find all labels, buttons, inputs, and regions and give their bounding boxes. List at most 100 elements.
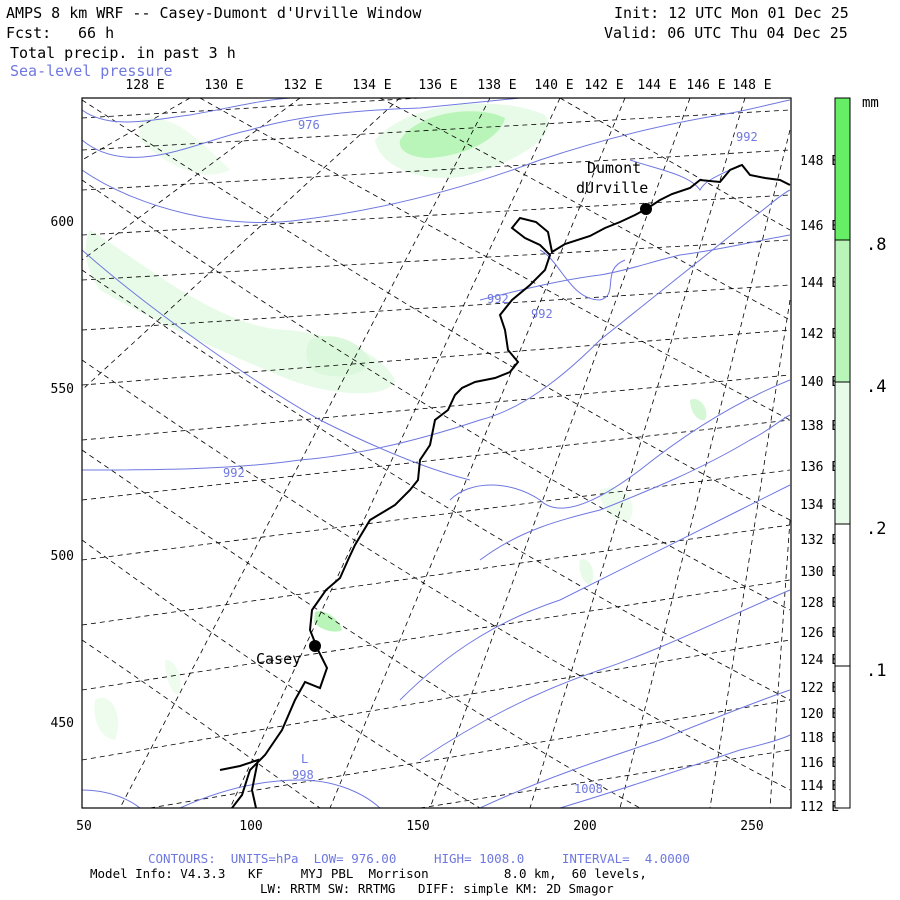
precip-shading [85,103,707,740]
coastline-path [231,163,791,808]
right-label-label: 124 E [800,653,839,668]
colorbar-unit: mm [862,95,879,111]
right-label-label: 120 E [800,707,839,722]
y-tick-label: 550 [51,382,74,397]
parallel-line [329,98,626,808]
parallel-line [82,98,301,261]
parallel-line [529,98,746,808]
top-label-label: 132 E [283,78,322,93]
parallel-line [82,98,191,161]
parallel-line [119,98,491,808]
colorbar-level: .8 [866,235,886,255]
isobar-line [559,734,791,808]
station-marker [640,203,652,215]
latitude-circle [82,639,321,808]
y-tick-label: 450 [51,716,74,731]
isobar-label: 998 [292,768,314,782]
latitude-circle [82,539,481,808]
colorbar-level: .4 [866,377,886,397]
isobar-line [479,234,791,301]
coastline-path [219,758,260,808]
right-label-label: 144 E [800,276,839,291]
top-label-label: 142 E [584,78,623,93]
init-time: Init: 12 UTC Mon 01 Dec 25 [614,4,849,22]
precip-area [165,659,181,695]
field-description: Total precip. in past 3 h [10,44,236,62]
isobar-label: 992 [223,466,245,480]
physics-info: LW: RRTM SW: RRTMG DIFF: simple KM: 2D S… [260,881,614,896]
precip-area [140,118,230,175]
right-label-label: 130 E [800,565,839,580]
meridian-line [82,524,791,626]
colorbar-segment [834,523,851,667]
x-tick-label: 100 [239,819,262,834]
meridian-line [82,149,791,191]
top-label-label: 146 E [686,78,725,93]
top-label-label: 128 E [125,78,164,93]
meridian-line [82,239,791,281]
station-label: Casey [256,650,301,668]
colorbar-level: .2 [866,519,886,539]
right-label-label: 136 E [800,460,839,475]
overlay-description: Sea-level pressure [10,62,173,80]
precip-area [94,697,119,740]
map-area: 976 992 992 992 992 998 1008 L Dumont dU… [82,98,791,808]
x-tick-label: 150 [406,819,429,834]
map-border [81,97,792,809]
isobar-line [449,379,791,509]
right-label-label: 142 E [800,327,839,342]
isobar-label: 992 [531,307,553,321]
meridian-line [82,579,791,691]
latitude-circle [82,179,791,611]
parallel-line [429,98,691,808]
right-label-label: 122 E [800,681,839,696]
isobar-line [479,689,791,808]
isobar-line [399,484,791,701]
latitude-circle [199,98,791,421]
meridian-line [82,374,791,441]
top-label-label: 130 E [204,78,243,93]
top-label-label: 136 E [418,78,457,93]
isobar-line [479,414,791,561]
isobar-line [82,789,141,808]
x-tick-label: 250 [740,819,763,834]
right-label-label: 126 E [800,626,839,641]
colorbar-segment [834,665,851,809]
right-label-label: 132 E [800,533,839,548]
latitude-circle [82,449,641,808]
colorbar: mm .1 .2 .4 .8 [834,95,886,809]
meridian-line [82,98,421,119]
top-label-label: 134 E [352,78,391,93]
latitude-circle [379,98,791,321]
top-label-label: 138 E [477,78,516,93]
precip-area [690,399,707,421]
contour-info: CONTOURS: UNITS=hPa LOW= 976.00 HIGH= 10… [148,851,690,866]
stations: Dumont dUrville Casey [256,159,652,668]
isobar-label: 976 [298,118,320,132]
precip-area [314,611,342,632]
top-label-label: 144 E [637,78,676,93]
isobar-line [82,189,791,471]
right-label-label: 118 E [800,731,839,746]
isobar-line [419,589,791,761]
precip-area [306,336,370,377]
meridian-line [149,699,791,808]
right-label-label: 112 E [800,800,839,815]
parallel-line [769,519,791,808]
isobar-line [82,99,791,224]
graticule [82,98,791,808]
parallel-line [229,98,561,808]
forecast-label: Fcst: [6,24,52,42]
parallel-line [709,299,791,808]
top-label-label: 140 E [534,78,573,93]
right-label-label: 140 E [800,375,839,390]
meridian-line [82,329,791,386]
isobar-label: 992 [487,292,509,306]
isobars [82,98,791,808]
colorbar-segment [834,239,851,383]
meridian-line [82,194,791,236]
station-label: Dumont [587,159,641,177]
right-label-label: 146 E [800,219,839,234]
meridian-line [82,284,791,331]
